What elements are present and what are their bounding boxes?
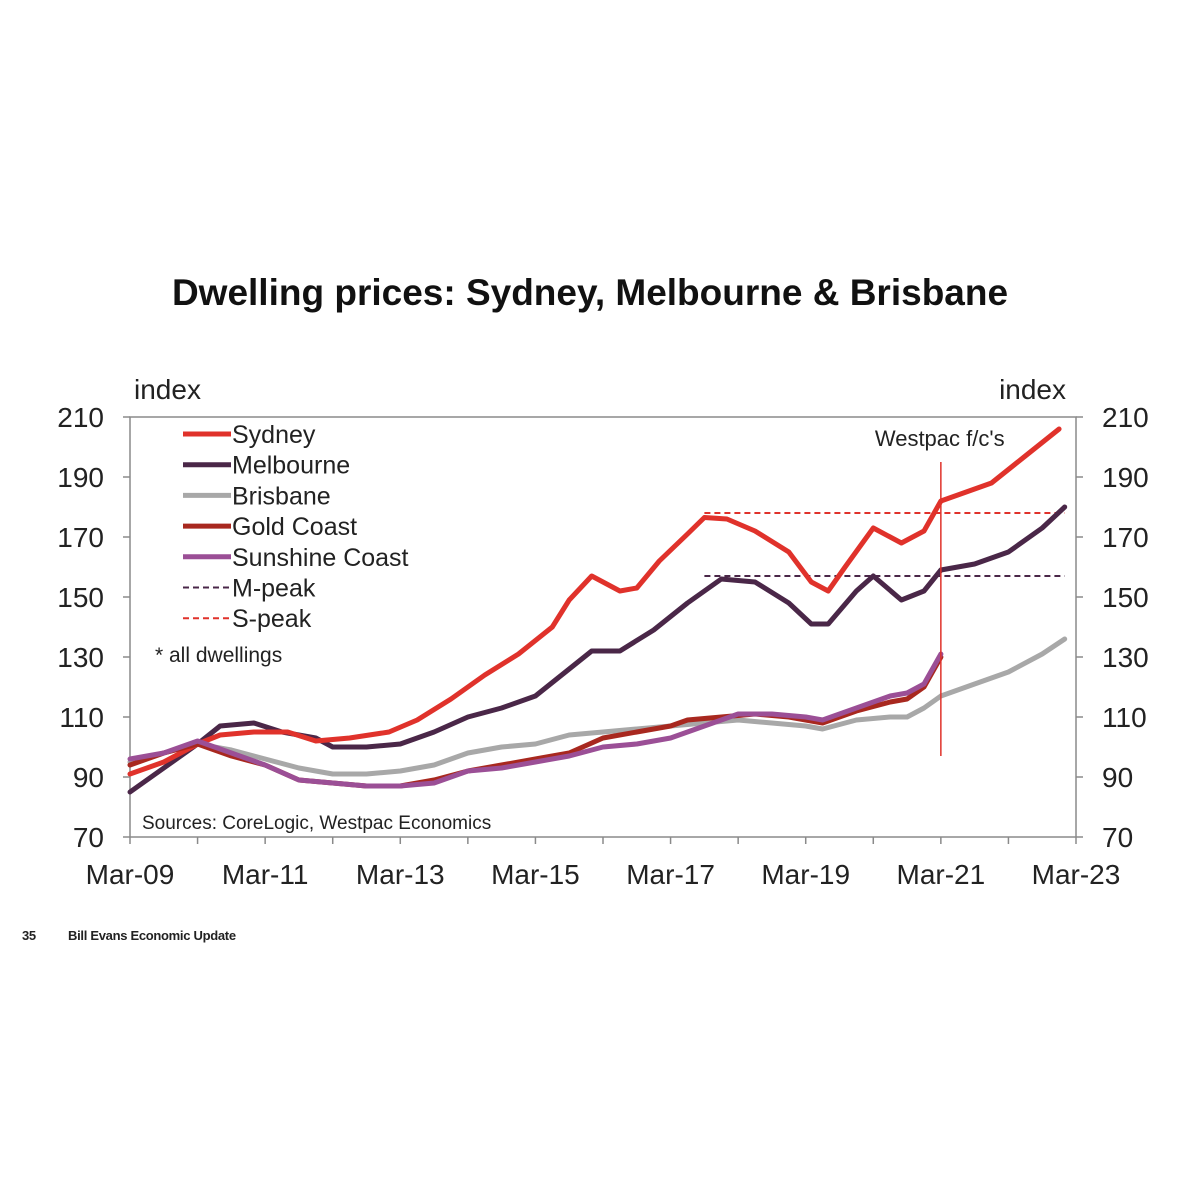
legend-label-s-peak: S-peak [232, 605, 312, 633]
page-footer: 35 Bill Evans Economic Update [22, 928, 236, 943]
note-all-dwellings: * all dwellings [155, 644, 282, 667]
x-tick-label: Mar-13 [356, 859, 445, 890]
y-tick-label-left: 130 [57, 642, 104, 673]
y-tick-label-right: 110 [1102, 702, 1147, 733]
x-tick-label: Mar-15 [491, 859, 580, 890]
chart-annotations: Westpac f/c's * all dwellings Sources: Cor… [142, 426, 1005, 834]
x-tick-label: Mar-09 [86, 859, 175, 890]
y-tick-label-left: 170 [57, 522, 104, 553]
y-tick-label-left: 190 [57, 462, 104, 493]
y-axis-label-right: index [999, 374, 1066, 405]
series-line-brisbane [127, 636, 1068, 777]
y-tick-label-left: 70 [73, 822, 104, 853]
legend-label-sydney: Sydney [232, 421, 316, 449]
y-tick-label-right: 70 [1102, 822, 1133, 853]
page-number: 35 [22, 928, 36, 943]
legend-label-brisbane: Brisbane [232, 482, 331, 510]
series-line-sunshine-coast [127, 651, 944, 789]
source-note: Sources: CoreLogic, Westpac Economics [142, 813, 491, 834]
y-tick-label-right: 130 [1102, 642, 1149, 673]
y-tick-label-left: 150 [57, 582, 104, 613]
legend-label-gold-coast: Gold Coast [232, 513, 357, 541]
y-tick-label-right: 210 [1102, 402, 1149, 433]
footer-text: Bill Evans Economic Update [68, 928, 236, 943]
legend-label-sunshine-coast: Sunshine Coast [232, 544, 409, 572]
y-tick-label-left: 90 [73, 762, 104, 793]
x-tick-label: Mar-17 [626, 859, 715, 890]
chart-title: Dwelling prices: Sydney, Melbourne & Bri… [171, 272, 1009, 313]
y-tick-label-right: 190 [1102, 462, 1149, 493]
chart-axes: 70 70 90 90 110 110 130 130 150 150 170 170 190 190 21… [57, 374, 1148, 890]
series-layer [127, 426, 1068, 795]
forecast-marker-label: Westpac f/c's [875, 426, 1005, 451]
x-tick-label: Mar-19 [761, 859, 850, 890]
x-tick-label: Mar-11 [222, 859, 309, 890]
y-tick-label-right: 170 [1102, 522, 1149, 553]
y-tick-label-left: 110 [59, 702, 104, 733]
y-tick-label-right: 90 [1102, 762, 1133, 793]
x-tick-label: Mar-21 [897, 859, 986, 890]
y-tick-label-left: 210 [57, 402, 104, 433]
x-tick-label: Mar-23 [1032, 859, 1121, 890]
y-axis-label-left: index [134, 374, 201, 405]
legend-label-melbourne: Melbourne [232, 452, 350, 480]
y-tick-label-right: 150 [1102, 582, 1149, 613]
series-line-sydney [127, 426, 1062, 777]
legend-label-m-peak: M-peak [232, 575, 316, 603]
